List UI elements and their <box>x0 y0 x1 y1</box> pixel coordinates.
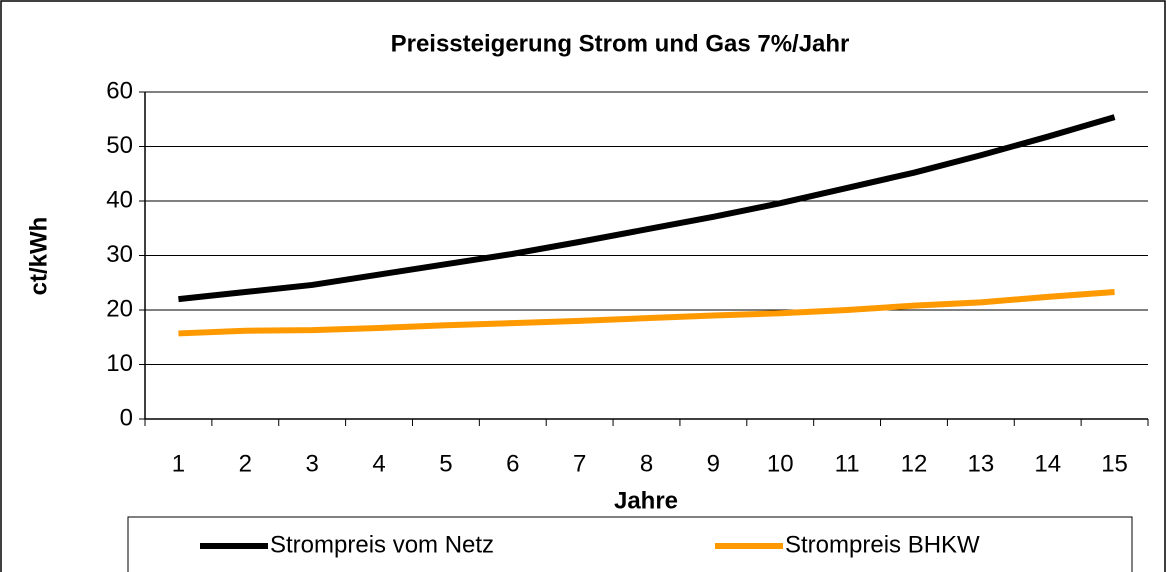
x-tick-label: 14 <box>1034 450 1061 477</box>
x-tick-label: 1 <box>172 450 185 477</box>
legend-label: Strompreis vom Netz <box>270 531 494 558</box>
y-axis-label: ct/kWh <box>25 217 52 296</box>
legend-box <box>127 516 1133 572</box>
y-tick-label: 20 <box>106 295 133 322</box>
x-tick-label: 12 <box>901 450 928 477</box>
x-axis-label: Jahre <box>614 487 678 514</box>
chart-title: Preissteigerung Strom und Gas 7%/Jahr <box>391 30 850 57</box>
y-tick-label: 0 <box>120 404 133 431</box>
legend-label: Strompreis BHKW <box>785 531 980 558</box>
y-tick-label: 40 <box>106 186 133 213</box>
x-tick-label: 8 <box>640 450 653 477</box>
y-tick-label: 30 <box>106 241 133 268</box>
x-tick-label: 9 <box>707 450 720 477</box>
x-tick-label: 15 <box>1101 450 1128 477</box>
x-tick-label: 3 <box>305 450 318 477</box>
x-tick-label: 7 <box>573 450 586 477</box>
x-tick-label: 10 <box>767 450 794 477</box>
x-tick-label: 5 <box>439 450 452 477</box>
x-tick-label: 2 <box>239 450 252 477</box>
y-tick-label: 60 <box>106 77 133 104</box>
x-tick-label: 4 <box>372 450 385 477</box>
x-tick-label: 11 <box>835 450 860 477</box>
x-tick-label: 13 <box>967 450 994 477</box>
series-line <box>178 289 1115 337</box>
y-tick-label: 50 <box>106 132 133 159</box>
x-tick-label: 6 <box>506 450 519 477</box>
series-line <box>178 114 1116 303</box>
y-tick-label: 10 <box>106 350 133 377</box>
